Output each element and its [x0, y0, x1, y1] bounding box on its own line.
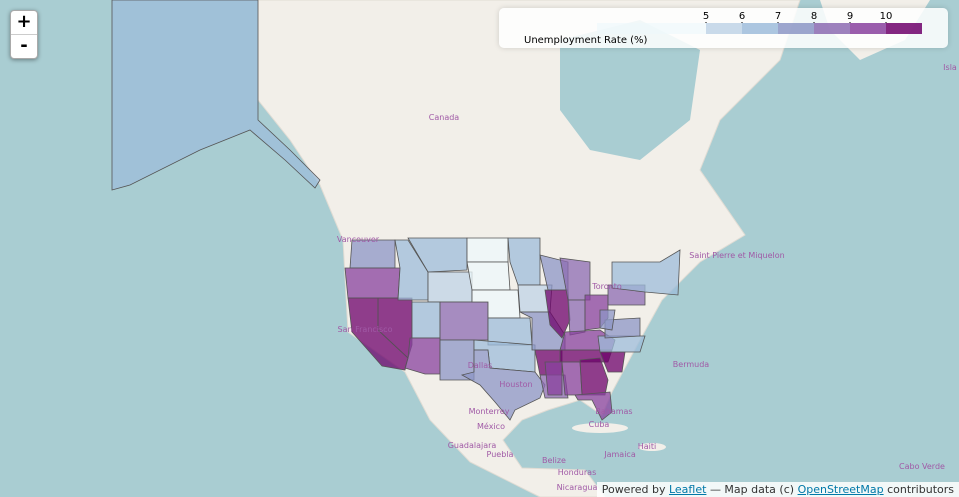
state	[466, 237, 509, 263]
attribution: Powered by Leaflet — Map data (c) OpenSt…	[596, 482, 959, 497]
place-label: Jamaica	[603, 450, 636, 459]
legend-tick-label: 7	[775, 11, 781, 22]
state	[611, 249, 681, 296]
legend-tick-label: 6	[739, 11, 745, 22]
state	[349, 239, 396, 269]
state	[579, 357, 609, 396]
place-label: Isla	[943, 63, 957, 72]
hispaniola	[638, 443, 666, 451]
legend-tick-label: 9	[847, 11, 853, 22]
state	[411, 301, 441, 339]
state	[111, 0, 321, 191]
state	[599, 309, 616, 331]
place-label: Bahamas	[595, 407, 632, 416]
place-label: Monterrey	[469, 407, 510, 416]
zoom-control: + -	[10, 10, 38, 59]
place-label: Cuba	[589, 420, 610, 429]
state	[544, 361, 563, 396]
legend-swatch	[814, 23, 850, 34]
place-label: Vancouver	[337, 235, 380, 244]
place-label: Cabo Verde	[899, 462, 945, 471]
legend-tick-label: 10	[880, 11, 893, 22]
state	[466, 261, 511, 291]
state	[404, 337, 441, 375]
place-label: Puebla	[487, 450, 514, 459]
legend-tick-label: 8	[811, 11, 817, 22]
attribution-text: Powered by	[601, 483, 666, 496]
zoom-out[interactable]: -	[11, 34, 37, 58]
legend-tick-label: 5	[703, 11, 709, 22]
state	[604, 317, 641, 339]
state	[567, 299, 586, 336]
place-label: Guadalajara	[448, 441, 497, 450]
state	[439, 301, 489, 341]
legend: 5 6 7 8 9 10 Unemployment Rate (%)	[499, 8, 948, 48]
place-label: Honduras	[558, 468, 597, 477]
place-label: San Francisco	[338, 325, 393, 334]
place-label: Bermuda	[673, 360, 710, 369]
legend-swatch	[778, 23, 814, 34]
hudson-bay	[560, 20, 700, 160]
legend-swatch	[850, 23, 886, 34]
place-label: Belize	[542, 456, 566, 465]
place-label: México	[477, 421, 505, 431]
attribution-text: contributors	[887, 483, 954, 496]
state	[427, 271, 473, 303]
place-label: Dallas	[468, 361, 493, 370]
state	[597, 335, 646, 353]
legend-swatch	[706, 23, 742, 34]
place-label: Toronto	[591, 282, 622, 291]
osm-link[interactable]: OpenStreetMap	[797, 483, 884, 496]
state	[544, 289, 571, 339]
legend-scale: 5 6 7 8 9 10	[597, 11, 922, 34]
state	[574, 391, 613, 421]
state	[344, 267, 401, 299]
place-label: Nicaragua	[557, 483, 598, 492]
leaflet-link[interactable]: Leaflet	[668, 483, 707, 496]
state	[561, 361, 583, 396]
legend-swatch	[597, 23, 706, 34]
cuba	[572, 423, 628, 433]
place-label: Saint Pierre et Miquelon	[689, 251, 784, 260]
zoom-in[interactable]: +	[16, 11, 32, 32]
state	[407, 237, 468, 273]
legend-title: Unemployment Rate (%)	[524, 35, 648, 46]
attribution-text: — Map data (c)	[709, 483, 795, 496]
place-label: Haiti	[638, 442, 657, 451]
place-label: Houston	[499, 380, 532, 389]
state	[487, 317, 533, 346]
state	[460, 349, 546, 421]
place-label: Canada	[429, 113, 460, 122]
legend-swatch	[886, 23, 922, 34]
legend-swatch	[742, 23, 778, 34]
